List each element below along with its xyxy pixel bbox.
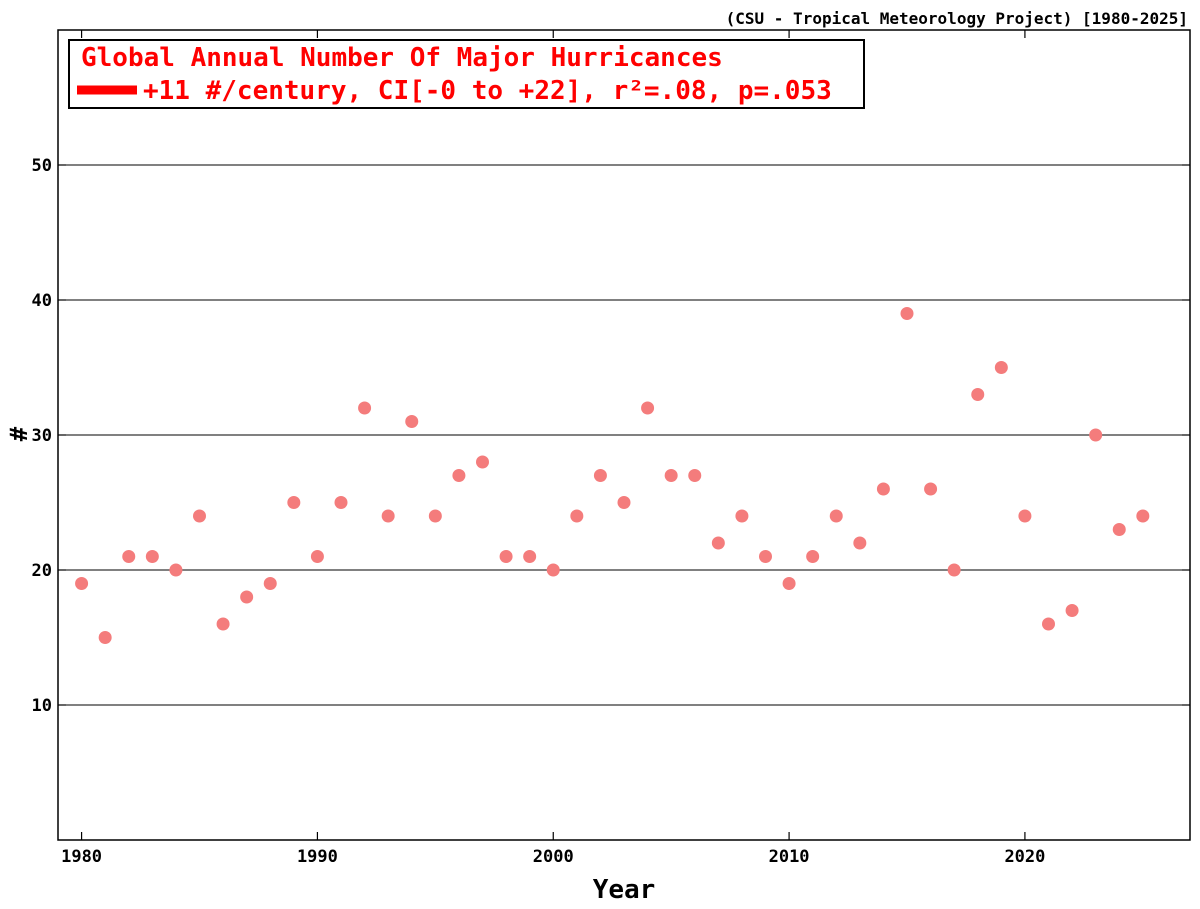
data-point-2018 <box>971 388 985 401</box>
data-point-2023 <box>1089 428 1103 442</box>
data-point-1995 <box>428 509 442 523</box>
legend-trend-text: +11 #/century, CI[-0 to +22], r²=.08, p=… <box>143 76 832 106</box>
data-point-1982 <box>122 550 136 563</box>
data-point-1985 <box>193 509 206 523</box>
data-point-2013 <box>853 536 867 550</box>
data-points <box>75 307 1150 644</box>
data-point-1991 <box>334 496 348 509</box>
data-point-2015 <box>900 307 914 320</box>
data-point-2021 <box>1042 617 1055 631</box>
x-tick-label: 2000 <box>533 847 574 867</box>
y-tick-label: 20 <box>32 561 52 581</box>
data-point-2011 <box>806 550 820 563</box>
data-point-2001 <box>570 509 584 523</box>
data-point-1988 <box>263 577 277 590</box>
data-point-2017 <box>947 563 961 577</box>
x-tick-label: 2010 <box>769 847 810 867</box>
data-point-1992 <box>358 401 372 415</box>
data-point-2002 <box>593 469 607 482</box>
data-point-1980 <box>75 577 89 590</box>
data-point-2000 <box>546 563 560 577</box>
y-axis-label: # <box>5 426 33 441</box>
x-axis-label: Year <box>593 875 656 905</box>
data-point-1999 <box>523 550 537 563</box>
legend-box <box>68 39 865 109</box>
data-point-2016 <box>924 482 938 496</box>
data-point-1984 <box>169 563 183 577</box>
data-point-2014 <box>876 482 890 496</box>
data-point-1996 <box>452 469 466 482</box>
axis-ticks: 10 20 30 40 50 1980 1990 2000 2010 2020 <box>32 30 1190 867</box>
data-point-2005 <box>664 469 678 482</box>
data-point-2007 <box>711 536 725 550</box>
legend: Global Annual Number Of Major Hurricance… <box>68 39 865 109</box>
legend-title: Global Annual Number Of Major Hurricance… <box>81 43 723 73</box>
y-tick-label: 10 <box>32 696 52 716</box>
gridlines <box>58 164 1190 706</box>
y-tick-label: 50 <box>32 156 52 176</box>
data-point-1989 <box>287 496 301 509</box>
data-point-2024 <box>1112 523 1126 536</box>
data-point-2010 <box>782 577 796 590</box>
data-point-1983 <box>145 550 159 563</box>
data-point-2020 <box>1018 509 1032 523</box>
data-point-1993 <box>381 509 395 523</box>
data-point-1997 <box>476 455 489 469</box>
x-tick-label: 1990 <box>297 847 338 867</box>
data-point-1994 <box>405 415 419 428</box>
data-point-2019 <box>994 361 1008 374</box>
data-point-2003 <box>617 496 631 509</box>
data-point-1986 <box>216 617 230 631</box>
x-tick-label: 1980 <box>61 847 102 867</box>
data-point-2012 <box>829 509 843 523</box>
data-point-2009 <box>759 550 772 563</box>
y-tick-label: 40 <box>32 291 52 311</box>
source-label: (CSU - Tropical Meteorology Project) [19… <box>726 9 1188 28</box>
y-tick-label: 30 <box>32 426 52 446</box>
data-point-1981 <box>98 631 112 644</box>
x-tick-label: 2020 <box>1004 847 1045 867</box>
data-point-2008 <box>735 509 749 523</box>
data-point-2006 <box>688 469 702 482</box>
data-point-2004 <box>641 401 655 415</box>
data-point-1987 <box>240 590 254 604</box>
data-point-1998 <box>499 550 513 563</box>
data-point-2022 <box>1065 604 1079 617</box>
data-point-2025 <box>1136 509 1150 523</box>
data-point-1990 <box>310 550 324 563</box>
